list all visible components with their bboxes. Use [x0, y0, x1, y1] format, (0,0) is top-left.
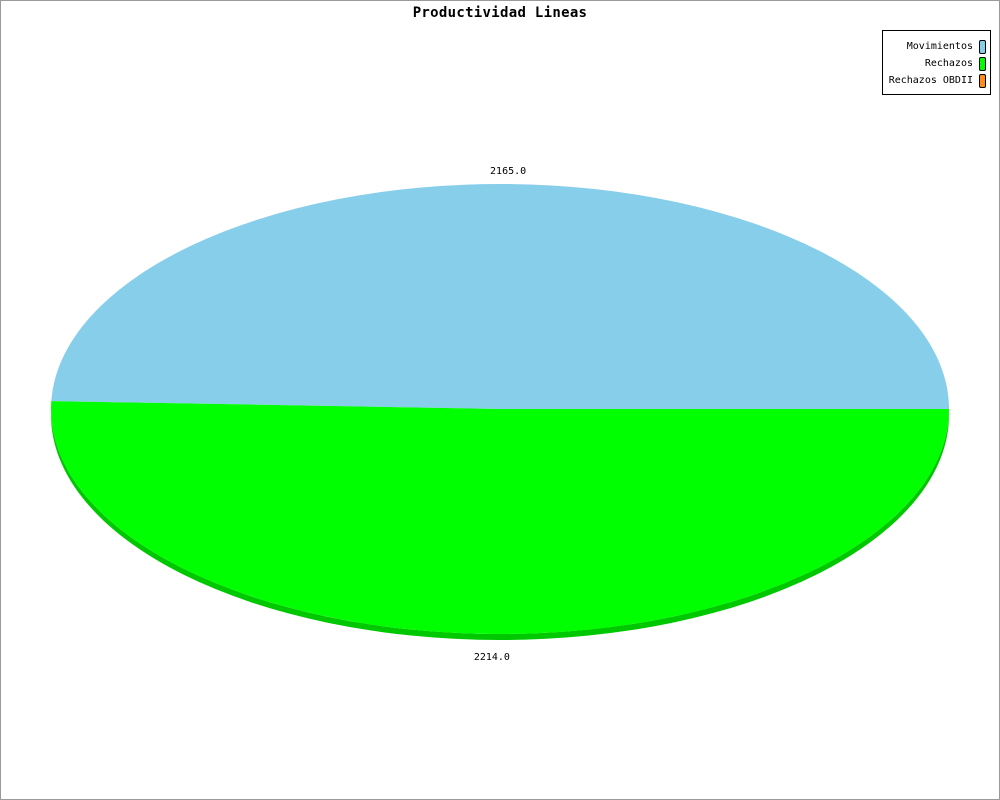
legend-swatch [979, 73, 986, 88]
legend-swatch [979, 56, 986, 71]
legend-label: Movimientos [906, 41, 973, 52]
pie-slice-movimientos [51, 183, 950, 409]
pie-labels-group: 2165.0 2214.0 [474, 166, 526, 663]
legend-swatch [979, 39, 986, 54]
legend-label: Rechazos [924, 58, 973, 69]
legend-item-movimientos: Movimientos [907, 39, 986, 54]
legend: Movimientos Rechazos Rechazos OBDII [882, 30, 991, 95]
pie-slices-group [51, 183, 950, 634]
legend-item-rechazos: Rechazos [925, 56, 986, 71]
pie-slice-rechazos [51, 401, 950, 634]
chart-title: Productividad Lineas [412, 5, 588, 21]
pie-data-label-rechazos: 2214.0 [474, 652, 510, 663]
pie-data-label-movimientos: 2165.0 [490, 166, 526, 177]
legend-item-rechazos-obdii: Rechazos OBDII [889, 73, 986, 88]
legend-label: Rechazos OBDII [888, 75, 973, 86]
